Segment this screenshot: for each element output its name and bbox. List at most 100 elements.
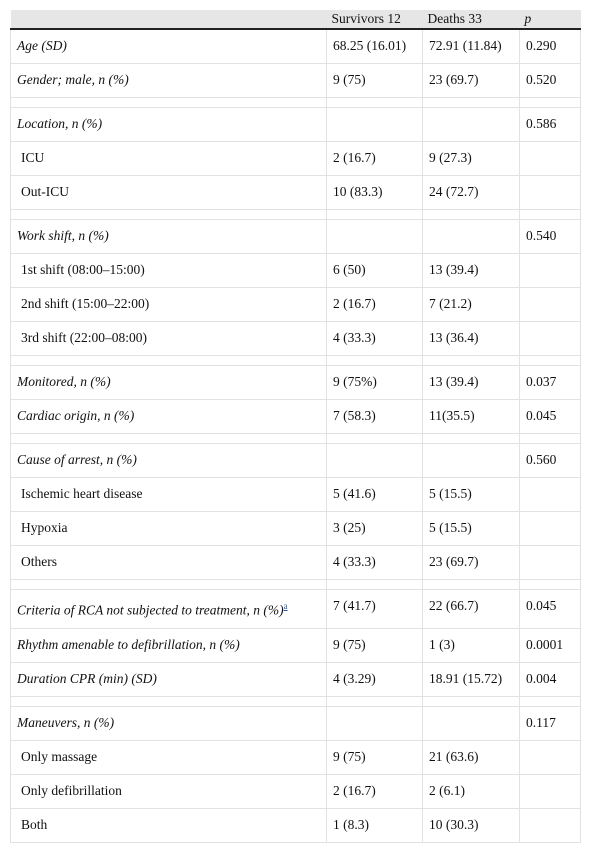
cell-p bbox=[519, 175, 581, 210]
table-row: Criteria of RCA not subjected to treatme… bbox=[10, 589, 581, 629]
row-label: Cardiac origin, n (%) bbox=[10, 399, 327, 434]
row-label: Only defibrillation bbox=[10, 773, 327, 809]
cell-deaths: 21 (63.6) bbox=[422, 739, 520, 775]
cell-p bbox=[519, 739, 581, 775]
cell-text: 5 (15.5) bbox=[429, 520, 472, 535]
table-row: 3rd shift (22:00–08:00) 4 (33.3) 13 (36.4) bbox=[10, 321, 581, 356]
row-label-text: 1st shift (08:00–15:00) bbox=[21, 262, 145, 277]
table-row: ICU 2 (16.7) 9 (27.3) bbox=[10, 141, 581, 176]
spacer-row bbox=[10, 579, 581, 590]
row-label: Cause of arrest, n (%) bbox=[10, 443, 327, 478]
cell-p bbox=[519, 511, 581, 546]
cell-survivors: 4 (3.29) bbox=[326, 661, 423, 697]
cell-p bbox=[519, 773, 581, 809]
cell-survivors bbox=[326, 705, 423, 741]
cell-text: 1 (3) bbox=[429, 636, 455, 652]
cell-deaths: 11(35.5) bbox=[422, 399, 520, 434]
cell-text: 0.586 bbox=[526, 116, 557, 131]
cell-p: 0.540 bbox=[519, 219, 581, 254]
spacer-row bbox=[10, 209, 581, 220]
cell-deaths: 24 (72.7) bbox=[422, 175, 520, 210]
spacer-cell bbox=[326, 97, 423, 108]
row-label: Monitored, n (%) bbox=[10, 365, 327, 400]
cell-p: 0.045 bbox=[519, 399, 581, 434]
table-row: Maneuvers, n (%) 0.117 bbox=[10, 705, 581, 741]
spacer-cell bbox=[422, 97, 520, 108]
cell-p: 0.037 bbox=[519, 365, 581, 400]
spacer-cell bbox=[326, 209, 423, 220]
spacer-row bbox=[10, 695, 581, 707]
cell-survivors: 9 (75%) bbox=[326, 365, 423, 400]
cell-p bbox=[519, 807, 581, 843]
spacer-cell bbox=[519, 97, 581, 108]
cell-survivors bbox=[326, 107, 423, 142]
cell-deaths: 22 (66.7) bbox=[422, 589, 520, 629]
table-row: Cause of arrest, n (%) 0.560 bbox=[10, 443, 581, 478]
spacer-cell bbox=[519, 209, 581, 220]
table-row: Only massage 9 (75) 21 (63.6) bbox=[10, 739, 581, 775]
spacer-cell bbox=[422, 209, 520, 220]
cell-deaths: 9 (27.3) bbox=[422, 141, 520, 176]
cell-text: 0.045 bbox=[526, 598, 557, 613]
cell-survivors: 7 (41.7) bbox=[326, 589, 423, 629]
cell-survivors: 5 (41.6) bbox=[326, 477, 423, 512]
header-cell: Deaths 33 bbox=[422, 10, 520, 30]
row-label-text: Only massage bbox=[21, 748, 98, 764]
row-label: 3rd shift (22:00–08:00) bbox=[10, 321, 327, 356]
cell-survivors: 4 (33.3) bbox=[326, 321, 423, 356]
spacer-cell bbox=[422, 355, 520, 366]
cell-text: 4 (33.3) bbox=[333, 330, 376, 345]
row-label-text: ICU bbox=[21, 150, 45, 165]
cell-p bbox=[519, 287, 581, 322]
row-label: Others bbox=[10, 545, 327, 580]
table-row: Age (SD) 68.25 (16.01) 72.91 (11.84) 0.290 bbox=[10, 28, 581, 64]
table-row: Both 1 (8.3) 10 (30.3) bbox=[10, 807, 581, 843]
cell-survivors: 6 (50) bbox=[326, 253, 423, 288]
cell-text: 7 (41.7) bbox=[333, 598, 376, 613]
cell-text: 72.91 (11.84) bbox=[429, 38, 502, 53]
cell-deaths: 13 (39.4) bbox=[422, 365, 520, 400]
cell-text: 18.91 (15.72) bbox=[429, 670, 503, 686]
row-label-text: Age (SD) bbox=[17, 38, 67, 53]
row-label-text: Location, n (%) bbox=[17, 116, 103, 131]
row-label: Gender; male, n (%) bbox=[10, 63, 327, 98]
cell-text: 2 (16.7) bbox=[333, 296, 376, 311]
table-row: 1st shift (08:00–15:00) 6 (50) 13 (39.4) bbox=[10, 253, 581, 288]
spacer-cell bbox=[519, 355, 581, 366]
cell-p bbox=[519, 545, 581, 580]
spacer-cell bbox=[422, 579, 520, 590]
row-label-text: Cause of arrest, n (%) bbox=[17, 452, 137, 467]
cell-text: 22 (66.7) bbox=[429, 598, 479, 613]
cell-survivors bbox=[326, 443, 423, 478]
cell-p: 0.117 bbox=[519, 705, 581, 741]
cell-deaths: 7 (21.2) bbox=[422, 287, 520, 322]
cell-survivors: 10 (83.3) bbox=[326, 175, 423, 210]
row-label-text: Cardiac origin, n (%) bbox=[17, 408, 135, 423]
spacer-cell bbox=[519, 579, 581, 590]
cell-survivors: 2 (16.7) bbox=[326, 287, 423, 322]
cell-text: 7 (58.3) bbox=[333, 408, 376, 423]
spacer-cell bbox=[10, 209, 327, 220]
table-row: Rhythm amenable to defibrillation, n (%)… bbox=[10, 627, 581, 663]
cell-text: 68.25 (16.01) bbox=[333, 38, 407, 53]
cell-text: 4 (3.29) bbox=[333, 670, 376, 686]
cell-deaths: 72.91 (11.84) bbox=[422, 28, 520, 64]
cell-text: 21 (63.6) bbox=[429, 748, 479, 764]
cell-survivors: 1 (8.3) bbox=[326, 807, 423, 843]
table-row: Only defibrillation 2 (16.7) 2 (6.1) bbox=[10, 773, 581, 809]
row-label: Criteria of RCA not subjected to treatme… bbox=[10, 589, 327, 629]
cell-text: 0.037 bbox=[526, 374, 557, 389]
spacer-cell bbox=[519, 695, 581, 707]
table-row: Cardiac origin, n (%) 7 (58.3) 11(35.5) 0.0… bbox=[10, 399, 581, 434]
table-row: Work shift, n (%) 0.540 bbox=[10, 219, 581, 254]
cell-deaths: 1 (3) bbox=[422, 627, 520, 663]
cell-p bbox=[519, 253, 581, 288]
spacer-row bbox=[10, 355, 581, 366]
table-row: Gender; male, n (%) 9 (75) 23 (69.7) 0.520 bbox=[10, 63, 581, 98]
row-label: 2nd shift (15:00–22:00) bbox=[10, 287, 327, 322]
cell-deaths: 10 (30.3) bbox=[422, 807, 520, 843]
row-label-text: Rhythm amenable to defibrillation, n (%) bbox=[17, 636, 240, 652]
spacer-cell bbox=[422, 433, 520, 444]
cell-deaths bbox=[422, 219, 520, 254]
